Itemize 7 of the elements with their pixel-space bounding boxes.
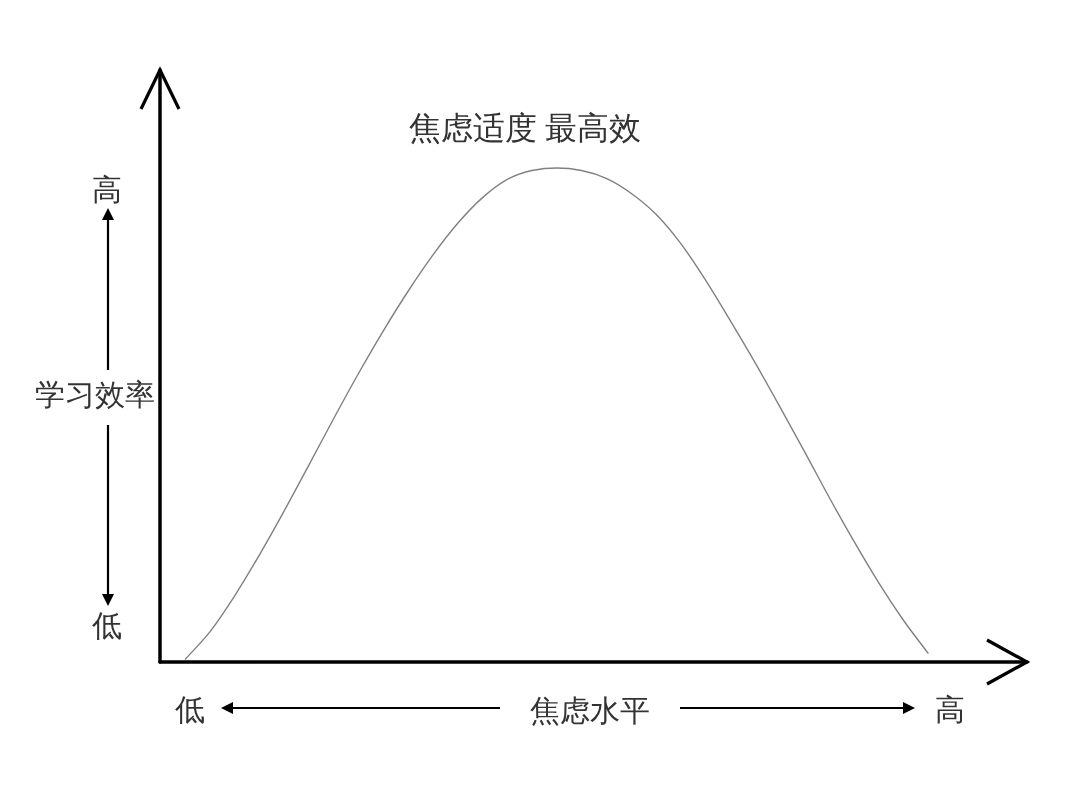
annotation: 低	[92, 608, 122, 642]
annotation: 高	[92, 172, 122, 206]
annotation: 低	[175, 692, 205, 726]
title: 焦虑适度 最高效	[408, 110, 642, 146]
ylabel: 学习效率	[35, 377, 155, 411]
xlabel: 焦虑水平	[530, 693, 650, 727]
annotation: 高	[935, 692, 965, 726]
